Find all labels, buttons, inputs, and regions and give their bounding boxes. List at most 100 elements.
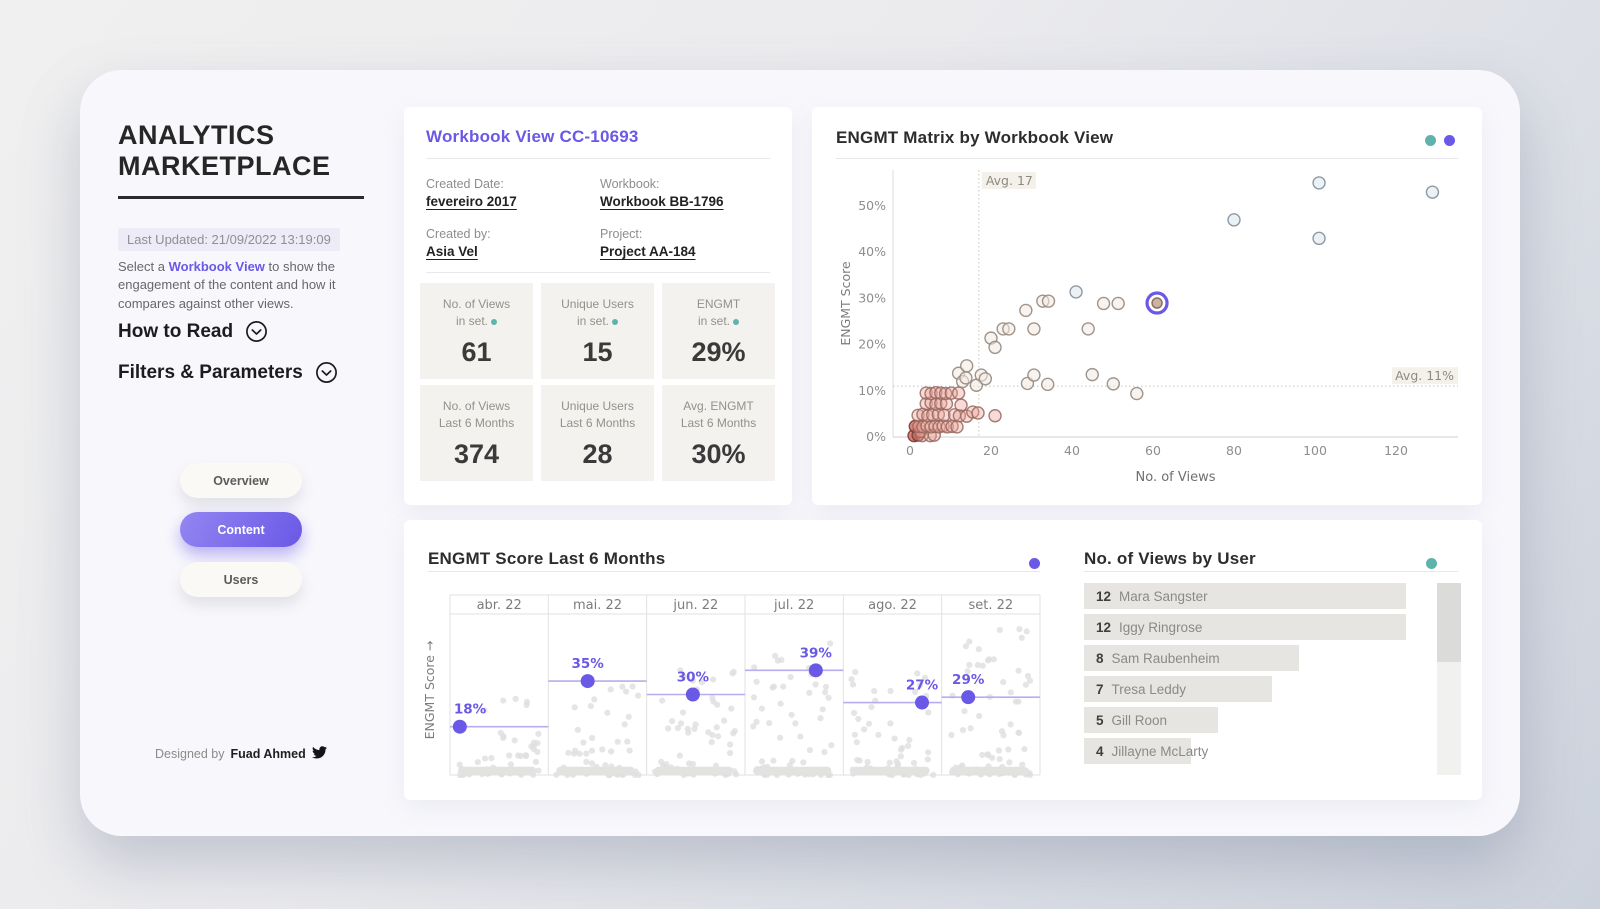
nav-users-button[interactable]: Users [180,562,302,597]
jitter-dot [948,731,955,739]
scatter-point[interactable] [1019,303,1033,318]
user-bar-row[interactable]: 4 Jillayne McLarty [1084,738,1434,764]
jitter-dot [1015,729,1023,736]
meta-value-project[interactable]: Project AA-184 [600,244,696,259]
avg-dot[interactable] [808,663,823,678]
scatter-point[interactable] [1027,322,1041,336]
engmt-matrix-card: ENGMT Matrix by Workbook View 0% 10% 20% 30… [812,107,1482,505]
user-bar[interactable] [1084,676,1272,702]
user-bar-row[interactable]: 8 Sam Raubenheim [1084,645,1434,671]
user-bar-row[interactable]: 5 Gill Roon [1084,707,1434,733]
jitter-dot [812,681,819,688]
scatter-point[interactable] [929,385,943,400]
nav-content-button[interactable]: Content [180,512,302,547]
scatter-point[interactable] [944,386,959,400]
month-label: jun. 22 [672,598,718,613]
user-bar[interactable] [1084,738,1191,764]
designer-credit: Designed by Fuad Ahmed [155,746,327,762]
scatter-point[interactable] [1312,231,1326,246]
engmt-score-strip-chart[interactable]: abr. 22 18% mai. 22 35% jun. 22 30% jul. 22 39%… [404,520,1482,800]
scatter-point[interactable] [988,340,1002,355]
scatter-point[interactable] [1312,176,1326,190]
selected-scatter-point[interactable] [1151,297,1163,309]
tick-label: 40 [1064,443,1080,458]
meta-label: Workbook: [600,177,660,191]
jitter-dot [852,669,859,676]
scatter-point[interactable] [951,386,966,400]
user-bar-row[interactable]: 12 Iggy Ringrose [1084,614,1434,640]
jitter-dot [677,720,685,727]
filters-parameters-toggle[interactable]: Filters & Parameters [118,361,338,384]
user-bar[interactable] [1084,645,1299,671]
workbook-view-link[interactable]: Workbook View [168,259,265,274]
jitter-dot [961,708,968,715]
scatter-point[interactable] [939,397,954,411]
jitter-dot [680,673,687,680]
twitter-icon[interactable] [311,746,327,762]
in-set-dot [733,319,739,326]
jitter-dot [625,713,632,720]
scatter-point[interactable] [1040,377,1055,392]
scatter-point[interactable] [911,408,925,422]
user-bar[interactable] [1084,583,1406,609]
intro-prefix: Select a [118,259,169,274]
user-bar[interactable] [1084,614,1406,640]
meta-value-workbook[interactable]: Workbook BB-1796 [600,194,724,209]
jitter-dot [1024,672,1032,680]
engmt-matrix-scatter-chart[interactable]: 0% 10% 20% 30% 40% 50% 0 20 40 60 80 100 120 No. of V… [812,107,1482,505]
scatter-point[interactable] [971,406,985,420]
user-list-scrollbar-thumb[interactable] [1437,583,1461,662]
jitter-dot [986,656,993,663]
scatter-point[interactable] [1425,185,1440,199]
avg-dot[interactable] [961,690,976,705]
jitter-dot [481,707,488,714]
month-label: abr. 22 [477,598,522,613]
jitter-dot [665,725,672,732]
jitter-dense-band [949,766,1028,775]
scatter-point[interactable] [924,386,938,401]
jitter-dot [684,725,691,732]
scatter-point[interactable] [959,371,973,385]
scatter-point[interactable] [950,420,964,434]
jitter-dot [825,694,832,701]
scatter-point[interactable] [988,409,1002,423]
avg-dot[interactable] [452,719,467,734]
scatter-point[interactable] [959,359,974,373]
scatter-point[interactable] [978,372,993,386]
scatter-point[interactable] [1106,377,1121,391]
user-list-scrollbar-track[interactable] [1437,583,1461,775]
avg-dot[interactable] [915,695,929,710]
last-updated-badge: Last Updated: 21/09/2022 13:19:09 [118,228,340,251]
jitter-dot [996,626,1004,634]
kpi-avg-engmt-6mo: Avg. ENGMT Last 6 Months 30% [662,385,775,481]
jitter-dot [976,712,983,720]
scatter-point[interactable] [1111,296,1125,311]
scatter-point[interactable] [1069,285,1083,299]
nav-overview-button[interactable]: Overview [180,463,302,498]
how-to-read-toggle[interactable]: How to Read [118,320,268,343]
user-bar[interactable] [1084,707,1218,733]
scatter-point[interactable] [1096,296,1111,311]
avg-dot[interactable] [685,687,700,702]
scatter-point[interactable] [954,398,968,412]
scatter-point[interactable] [934,386,948,400]
meta-value-created-date[interactable]: fevereiro 2017 [426,194,517,209]
jitter-dot [853,739,860,746]
scatter-point[interactable] [1085,367,1099,382]
scatter-point[interactable] [919,386,933,400]
meta-value-created-by[interactable]: Asia Vel [426,244,478,259]
user-bar-row[interactable]: 12 Mara Sangster [1084,583,1434,609]
scatter-point[interactable] [1081,322,1095,336]
scatter-point[interactable] [1130,386,1144,401]
tick-label: 0% [866,429,886,444]
avg-dot[interactable] [580,674,595,689]
scatter-point[interactable] [1041,294,1056,308]
scatter-point[interactable] [1227,213,1241,227]
jitter-dot [905,742,912,749]
scatter-point[interactable] [1027,368,1041,382]
jitter-dot [967,725,974,732]
matrix-card-title: ENGMT Matrix by Workbook View [836,128,1114,147]
jitter-dot [572,747,579,754]
scatter-point[interactable] [1002,322,1016,336]
user-bar-row[interactable]: 7 Tresa Leddy [1084,676,1434,702]
